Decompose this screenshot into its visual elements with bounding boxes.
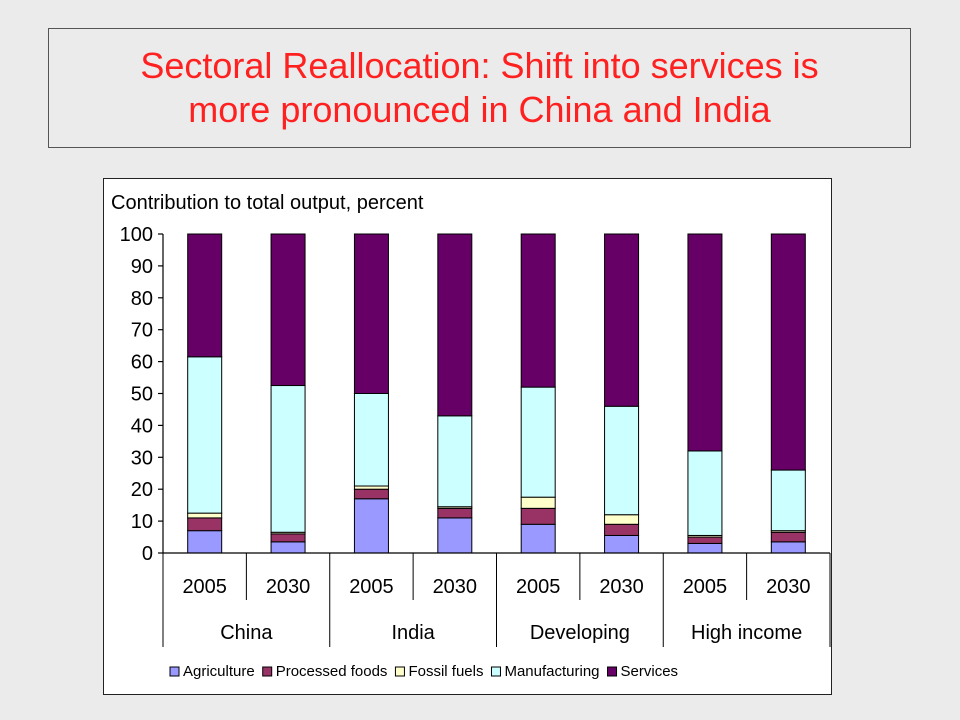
y-tick-label: 20 — [131, 479, 153, 501]
y-tick-label: 100 — [120, 224, 153, 246]
group-label: China — [220, 622, 273, 644]
bar-segment-manufacturing — [604, 405, 640, 516]
bar-segment-agriculture — [353, 498, 389, 554]
legend-label: Agriculture — [183, 663, 255, 680]
bar-segment-manufacturing — [687, 450, 723, 536]
bar-segment-manufacturing — [187, 356, 223, 514]
y-tick-label: 90 — [131, 256, 153, 278]
bar-segment-services — [187, 233, 223, 358]
bar-segment-services — [604, 233, 640, 407]
y-tick-label: 80 — [131, 288, 153, 310]
bar-segment-services — [520, 233, 556, 388]
legend-swatch — [490, 666, 501, 677]
bar-segment-manufacturing — [437, 415, 473, 508]
y-tick-label: 30 — [131, 447, 153, 469]
bar-segment-processed-foods — [687, 536, 723, 544]
y-tick-label: 60 — [131, 352, 153, 374]
group-label: High income — [691, 622, 802, 644]
chart-frame: Contribution to total output, percent 0 1… — [103, 178, 832, 695]
group-label: India — [391, 622, 435, 644]
y-tick-label: 0 — [142, 543, 153, 565]
bar-segment-processed-foods — [437, 507, 473, 519]
legend-item: Processed foods — [262, 663, 388, 680]
y-tick-label: 50 — [131, 384, 153, 406]
bar-segment-manufacturing — [353, 393, 389, 487]
bar-segment-manufacturing — [770, 469, 806, 532]
y-tick-label: 10 — [131, 511, 153, 533]
bar-segment-agriculture — [687, 542, 723, 554]
y-tick-label: 70 — [131, 320, 153, 342]
bar-segment-services — [270, 233, 306, 387]
slide-title-line-1: Sectoral Reallocation: Shift into servic… — [140, 45, 819, 86]
legend-swatch — [169, 666, 180, 677]
bar-segment-fossil-fuels — [604, 514, 640, 525]
bar-segment-services — [437, 233, 473, 417]
legend: Agriculture Processed foods Fossil fuels Ma… — [169, 663, 679, 680]
bar-segment-agriculture — [437, 517, 473, 554]
legend-item: Services — [607, 663, 679, 680]
bar-segment-processed-foods — [353, 488, 389, 500]
bar-segment-services — [770, 233, 806, 471]
bar-segment-agriculture — [604, 534, 640, 554]
bar-segment-agriculture — [270, 541, 306, 554]
bar-segment-services — [687, 233, 723, 452]
x-tick-label: 2030 — [766, 576, 811, 598]
bar-segment-agriculture — [770, 541, 806, 554]
slide-title-line-2: more pronounced in China and India — [188, 89, 771, 130]
bar-segment-processed-foods — [187, 517, 223, 532]
legend-label: Fossil fuels — [408, 663, 483, 680]
x-tick-label: 2030 — [266, 576, 311, 598]
bar-segment-agriculture — [520, 523, 556, 554]
bar-segment-fossil-fuels — [520, 496, 556, 509]
legend-label: Processed foods — [276, 663, 388, 680]
bar-segment-processed-foods — [520, 507, 556, 525]
legend-swatch — [262, 666, 273, 677]
bar-segment-manufacturing — [270, 385, 306, 533]
chart-title: Contribution to total output, percent — [111, 192, 424, 214]
legend-item: Fossil fuels — [394, 663, 483, 680]
x-tick-label: 2005 — [516, 576, 561, 598]
legend-swatch — [607, 666, 618, 677]
x-tick-label: 2030 — [599, 576, 644, 598]
bar-segment-agriculture — [187, 530, 223, 554]
legend-label: Manufacturing — [504, 663, 599, 680]
y-tick-label: 40 — [131, 415, 153, 437]
x-tick-label: 2005 — [182, 576, 227, 598]
legend-item: Manufacturing — [490, 663, 600, 680]
stacked-bar-chart: Contribution to total output, percent 0 1… — [111, 192, 831, 680]
legend-item: Agriculture — [169, 663, 255, 680]
x-tick-label: 2005 — [683, 576, 728, 598]
bar-segment-processed-foods — [770, 531, 806, 543]
legend-swatch — [394, 666, 405, 677]
x-tick-label: 2030 — [433, 576, 478, 598]
x-tick-label: 2005 — [349, 576, 394, 598]
slide-title-box: Sectoral Reallocation: Shift into servic… — [48, 28, 911, 148]
bar-segment-fossil-fuels — [187, 512, 223, 519]
group-label: Developing — [530, 622, 630, 644]
bar-segment-services — [353, 233, 389, 394]
bar-segment-processed-foods — [604, 523, 640, 536]
bar-segment-manufacturing — [520, 386, 556, 498]
legend-label: Services — [621, 663, 679, 680]
bar-segment-processed-foods — [270, 533, 306, 543]
